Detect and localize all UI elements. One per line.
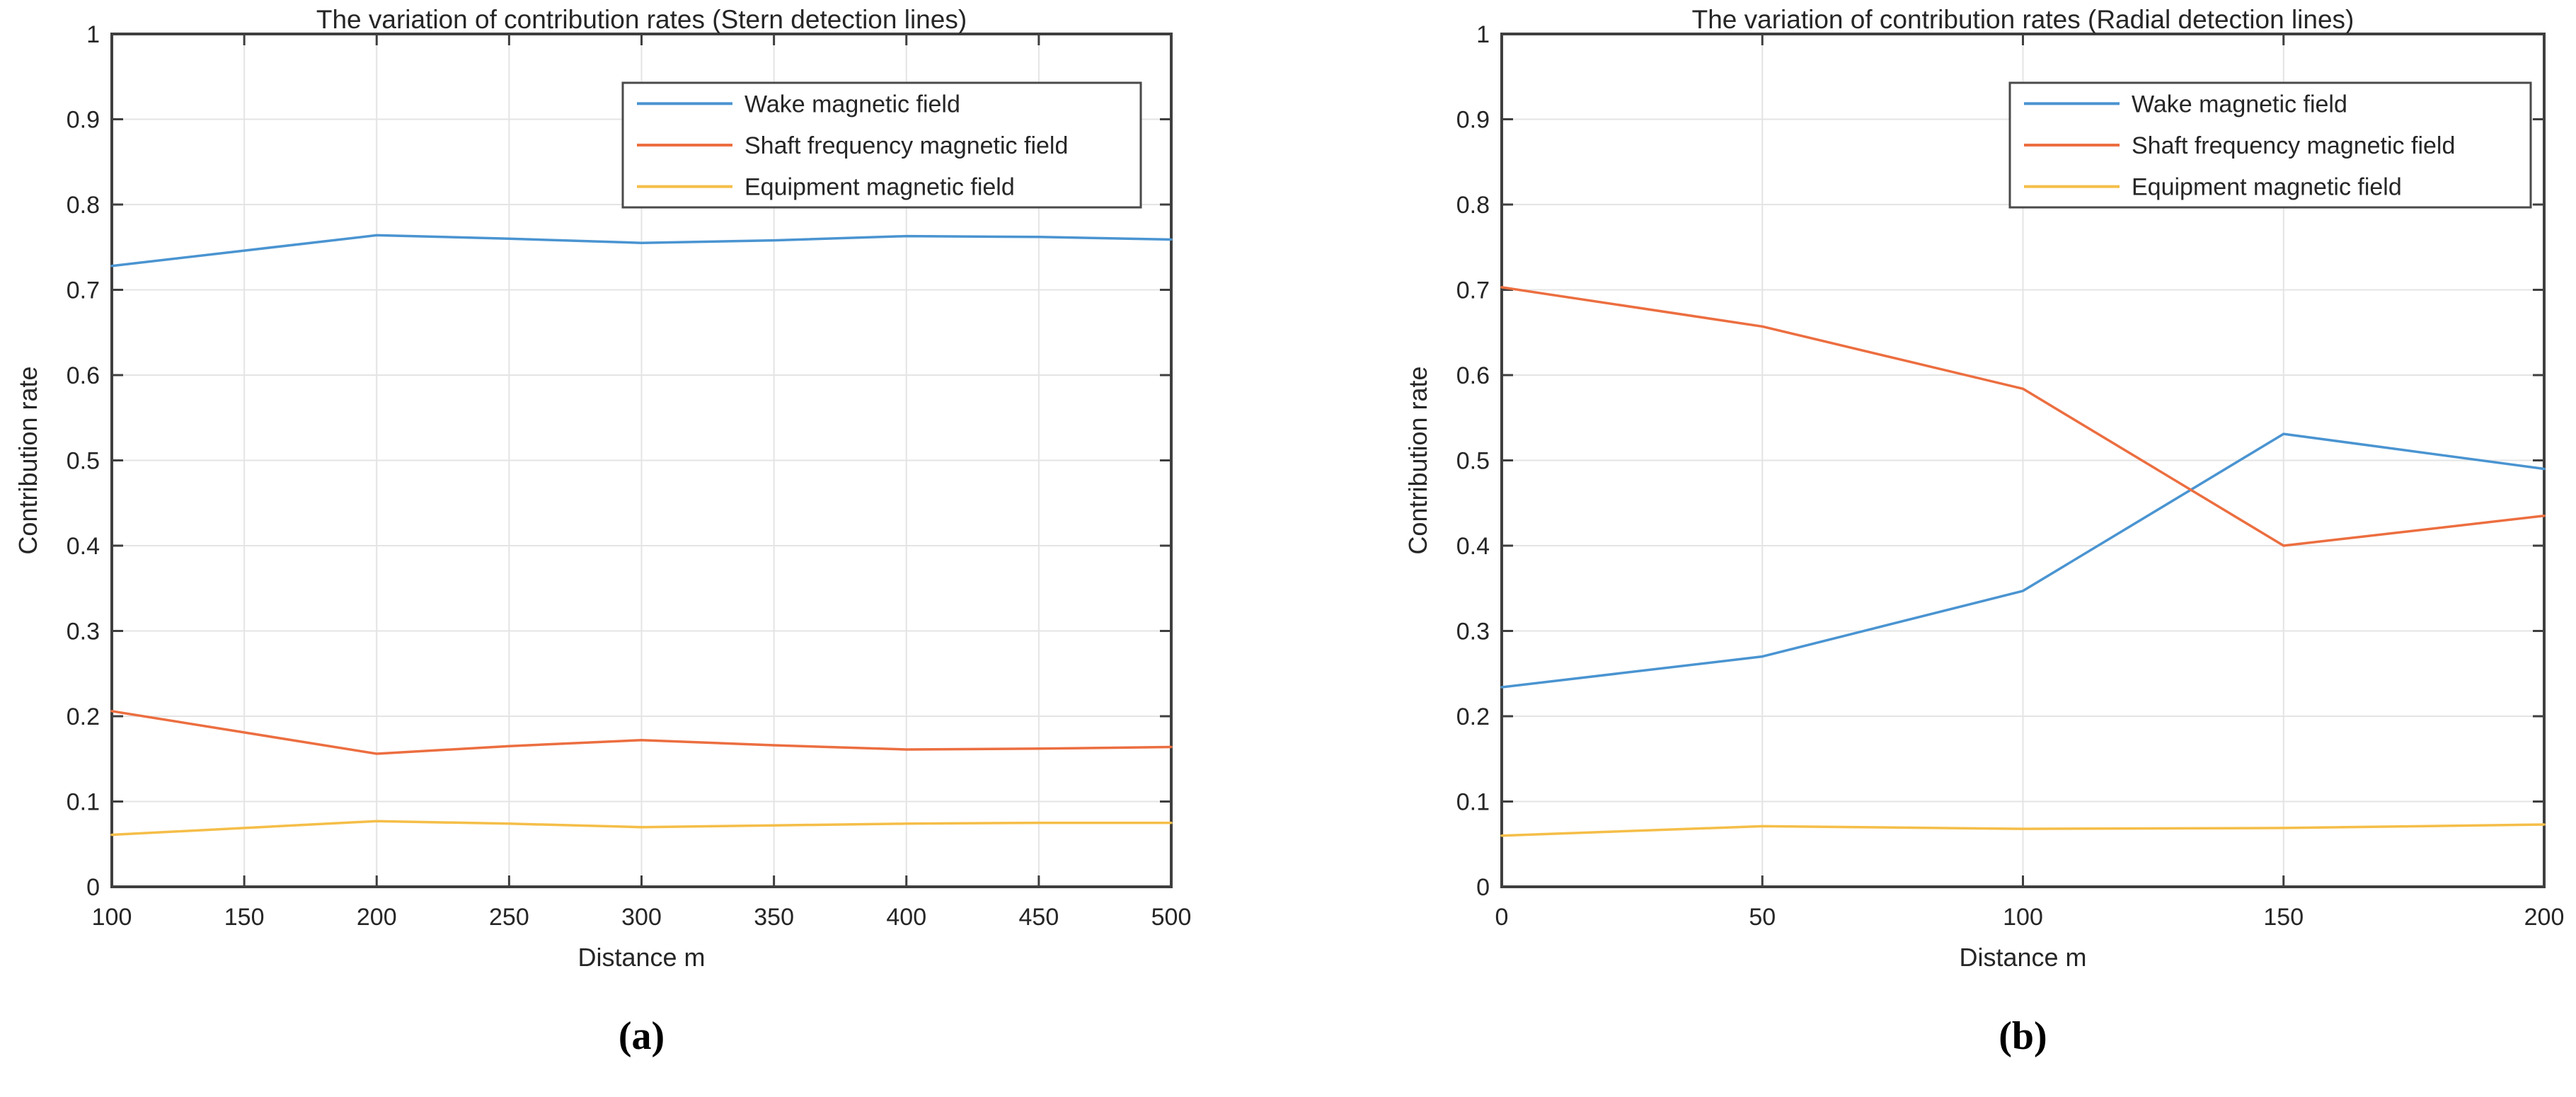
svg-text:300: 300 [621, 904, 662, 931]
svg-text:The variation of contribution: The variation of contribution rates (Ste… [316, 5, 967, 34]
svg-text:Equipment magnetic field: Equipment magnetic field [744, 174, 1015, 201]
svg-text:0.5: 0.5 [1456, 448, 1490, 475]
svg-text:0: 0 [1476, 874, 1490, 901]
svg-text:0.5: 0.5 [67, 448, 100, 475]
svg-text:0.6: 0.6 [1456, 362, 1490, 389]
svg-text:450: 450 [1019, 904, 1059, 931]
svg-text:500: 500 [1151, 904, 1192, 931]
svg-text:100: 100 [92, 904, 132, 931]
svg-text:250: 250 [489, 904, 529, 931]
chart-panel-stern: 100 150 200 250 300 350 400 450 500 0 0.1 0.2 0.3 0.4… [13, 5, 1192, 972]
svg-text:0.1: 0.1 [67, 789, 100, 816]
svg-text:Contribution rate: Contribution rate [13, 366, 42, 554]
stern-detection-chart: 100 150 200 250 300 350 400 450 500 0 0.1 0.2 0.3 0.4… [13, 5, 1192, 972]
svg-text:0.6: 0.6 [67, 362, 100, 389]
svg-text:0.3: 0.3 [1456, 619, 1490, 645]
caption-a: (a) [618, 1014, 665, 1058]
svg-text:Distance m: Distance m [1959, 943, 2086, 972]
svg-text:0.8: 0.8 [1456, 192, 1490, 219]
svg-text:350: 350 [754, 904, 794, 931]
chart-panel-radial: 0 50 100 150 200 0 0.1 0.2 0.3 0.4 0.5 0.6 0.7 0.8 0.9… [1288, 0, 2576, 1097]
svg-text:50: 50 [1749, 904, 1776, 931]
svg-text:Equipment magnetic field: Equipment magnetic field [2132, 174, 2402, 201]
svg-text:Contribution rate: Contribution rate [1403, 366, 1432, 554]
svg-text:0.4: 0.4 [1456, 533, 1490, 560]
svg-text:0.3: 0.3 [67, 619, 100, 645]
svg-text:0.4: 0.4 [67, 533, 100, 560]
svg-text:200: 200 [2524, 904, 2565, 931]
svg-text:0.7: 0.7 [1456, 277, 1490, 304]
svg-text:100: 100 [2003, 904, 2043, 931]
svg-text:0: 0 [86, 874, 100, 901]
svg-text:1: 1 [1476, 21, 1490, 48]
svg-text:150: 150 [2263, 904, 2304, 931]
svg-text:400: 400 [886, 904, 926, 931]
caption-b: (b) [1999, 1014, 2047, 1058]
svg-text:1: 1 [86, 21, 100, 48]
svg-text:Wake magnetic field: Wake magnetic field [744, 91, 960, 117]
svg-text:0.1: 0.1 [1456, 789, 1490, 816]
svg-text:Shaft frequency magnetic field: Shaft frequency magnetic field [2132, 132, 2455, 159]
radial-detection-chart: 0 50 100 150 200 0 0.1 0.2 0.3 0.4 0.5 0.6 0.7 0.8 0.9… [1403, 5, 2565, 972]
svg-text:Wake magnetic field: Wake magnetic field [2132, 91, 2347, 117]
svg-text:150: 150 [224, 904, 265, 931]
svg-text:200: 200 [357, 904, 397, 931]
svg-text:0.2: 0.2 [67, 703, 100, 730]
svg-text:The variation of contribution: The variation of contribution rates (Rad… [1692, 5, 2354, 34]
svg-text:Distance m: Distance m [577, 943, 705, 972]
svg-text:0.9: 0.9 [67, 107, 100, 134]
svg-text:0.8: 0.8 [67, 192, 100, 219]
svg-text:0.7: 0.7 [67, 277, 100, 304]
svg-text:0.9: 0.9 [1456, 107, 1490, 134]
svg-text:Shaft frequency magnetic field: Shaft frequency magnetic field [744, 132, 1068, 159]
svg-text:0: 0 [1495, 904, 1509, 931]
svg-text:0.2: 0.2 [1456, 703, 1490, 730]
